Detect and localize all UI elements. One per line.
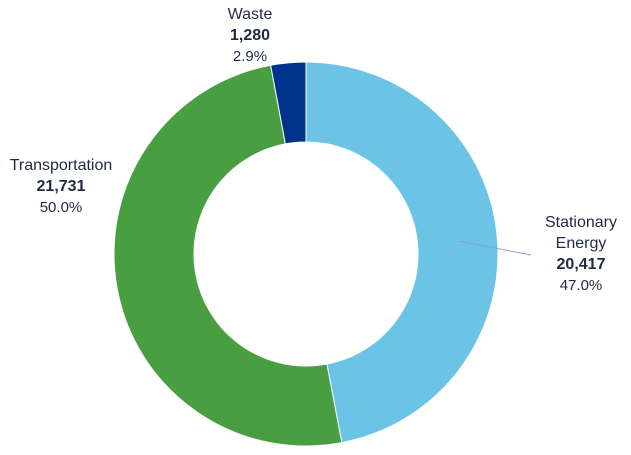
donut-slice-waste <box>270 61 307 145</box>
slice-label-value: 21,731 <box>36 178 86 195</box>
stationary-energy-leader-line <box>457 240 532 256</box>
slice-label-transportation: Transportation 21,731 50.0% <box>0 155 122 218</box>
slice-label-percent: 47.0% <box>559 277 603 294</box>
slice-label-name: Waste <box>227 6 273 23</box>
slice-label-name: Transportation <box>9 157 113 174</box>
slice-label-name-line-2: Energy <box>555 235 607 252</box>
slice-label-value: 20,417 <box>556 256 606 273</box>
slice-label-waste: Waste 1,280 2.9% <box>198 4 302 67</box>
slice-label-name-line-1: Stationary <box>544 214 618 231</box>
donut-slice-transportation <box>113 64 343 447</box>
donut-slice-stationary-energy <box>305 61 499 444</box>
slice-label-percent: 2.9% <box>232 48 268 65</box>
slice-label-percent: 50.0% <box>39 199 83 216</box>
slice-label-stationary-energy: Stationary Energy 20,417 47.0% <box>532 212 630 296</box>
slice-label-value: 1,280 <box>229 27 271 44</box>
